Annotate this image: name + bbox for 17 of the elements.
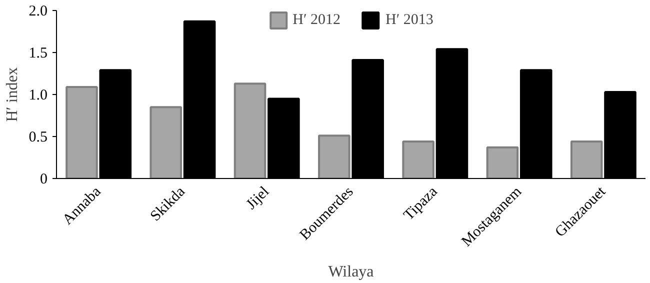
y-tick-label: 1.5	[28, 46, 48, 62]
bar	[150, 106, 182, 178]
legend-label: H′ 2013	[386, 12, 434, 28]
x-tick-label: Jijel	[244, 184, 273, 213]
bar	[318, 134, 350, 178]
bar	[66, 86, 98, 178]
bar	[234, 82, 266, 178]
y-tick-label: 0.5	[28, 130, 48, 146]
bar	[486, 146, 519, 178]
y-tick-label: 0	[40, 172, 48, 188]
x-axis-title: Wilaya	[328, 264, 374, 281]
legend-label: H′ 2012	[292, 12, 340, 28]
bar	[402, 140, 434, 178]
y-tick-label: 2.0	[28, 4, 48, 20]
bar	[570, 140, 603, 178]
y-axis-title: H′ index	[4, 67, 21, 122]
y-tick-label: 1.0	[28, 88, 48, 104]
